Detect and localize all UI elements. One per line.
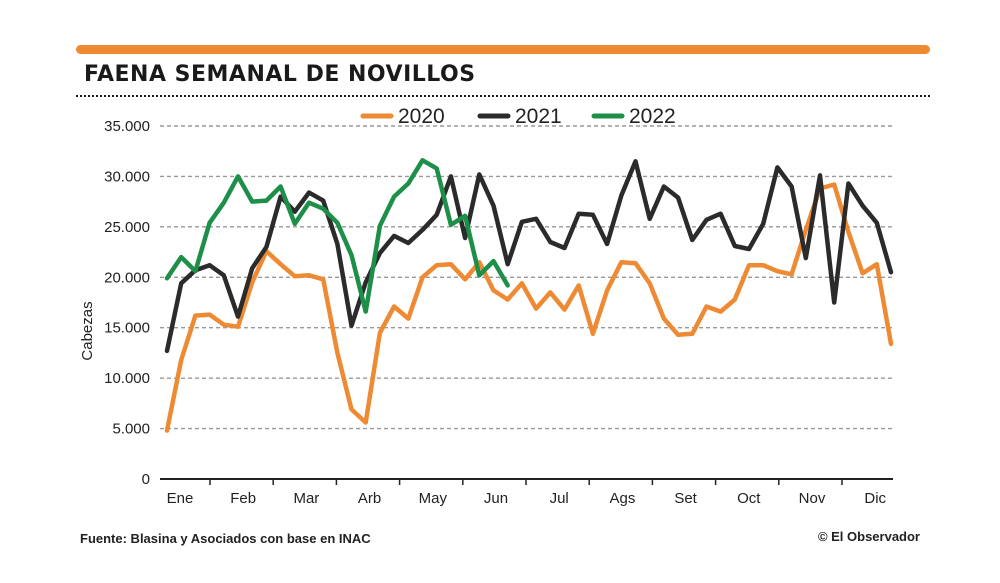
x-tick-label: May (419, 490, 448, 507)
x-tick-label: Nov (799, 490, 826, 507)
y-tick-label: 5.000 (112, 421, 150, 438)
legend-label-2020: 2020 (398, 105, 445, 128)
y-axis-label: Cabezas (79, 301, 96, 360)
y-tick-label: 20.000 (104, 269, 150, 286)
x-axis-ticks: Ene Feb Mar Arb May Jun Jul Ags Set Oct Nov Dic (167, 479, 887, 507)
y-tick-label: 0 (142, 471, 150, 488)
y-axis-ticks: 0 5.000 10.000 15.000 20.000 25.000 30.000 35.0… (104, 118, 150, 488)
y-tick-label: 15.000 (104, 320, 150, 337)
gridlines (160, 125, 893, 430)
legend-label-2022: 2022 (629, 105, 676, 128)
series-line-2020 (164, 182, 894, 433)
y-tick-label: 30.000 (104, 168, 150, 185)
x-tick-label: Jun (484, 490, 508, 507)
x-tick-label: Oct (737, 490, 761, 507)
y-tick-label: 35.000 (104, 118, 150, 135)
accent-bar (76, 45, 930, 54)
legend-label-2021: 2021 (515, 105, 562, 128)
title-divider (76, 95, 930, 97)
x-tick-label: Arb (358, 490, 381, 507)
y-tick-label: 10.000 (104, 370, 150, 387)
x-tick-label: Jul (550, 490, 569, 507)
x-tick-label: Mar (293, 490, 319, 507)
source-note: Fuente: Blasina y Asociados con base en … (80, 531, 371, 546)
credit-note: © El Observador (817, 529, 920, 544)
y-tick-label: 25.000 (104, 219, 150, 236)
series-line-2022 (164, 158, 510, 314)
x-tick-label: Set (674, 490, 697, 507)
series-lines (164, 158, 894, 433)
x-tick-label: Ags (609, 490, 635, 507)
x-tick-label: Ene (167, 490, 194, 507)
chart-title: FAENA SEMANAL DE NOVILLOS (84, 62, 476, 87)
legend: 2020 2021 2022 (360, 105, 676, 128)
x-tick-label: Feb (230, 490, 256, 507)
x-tick-label: Dic (864, 490, 886, 507)
